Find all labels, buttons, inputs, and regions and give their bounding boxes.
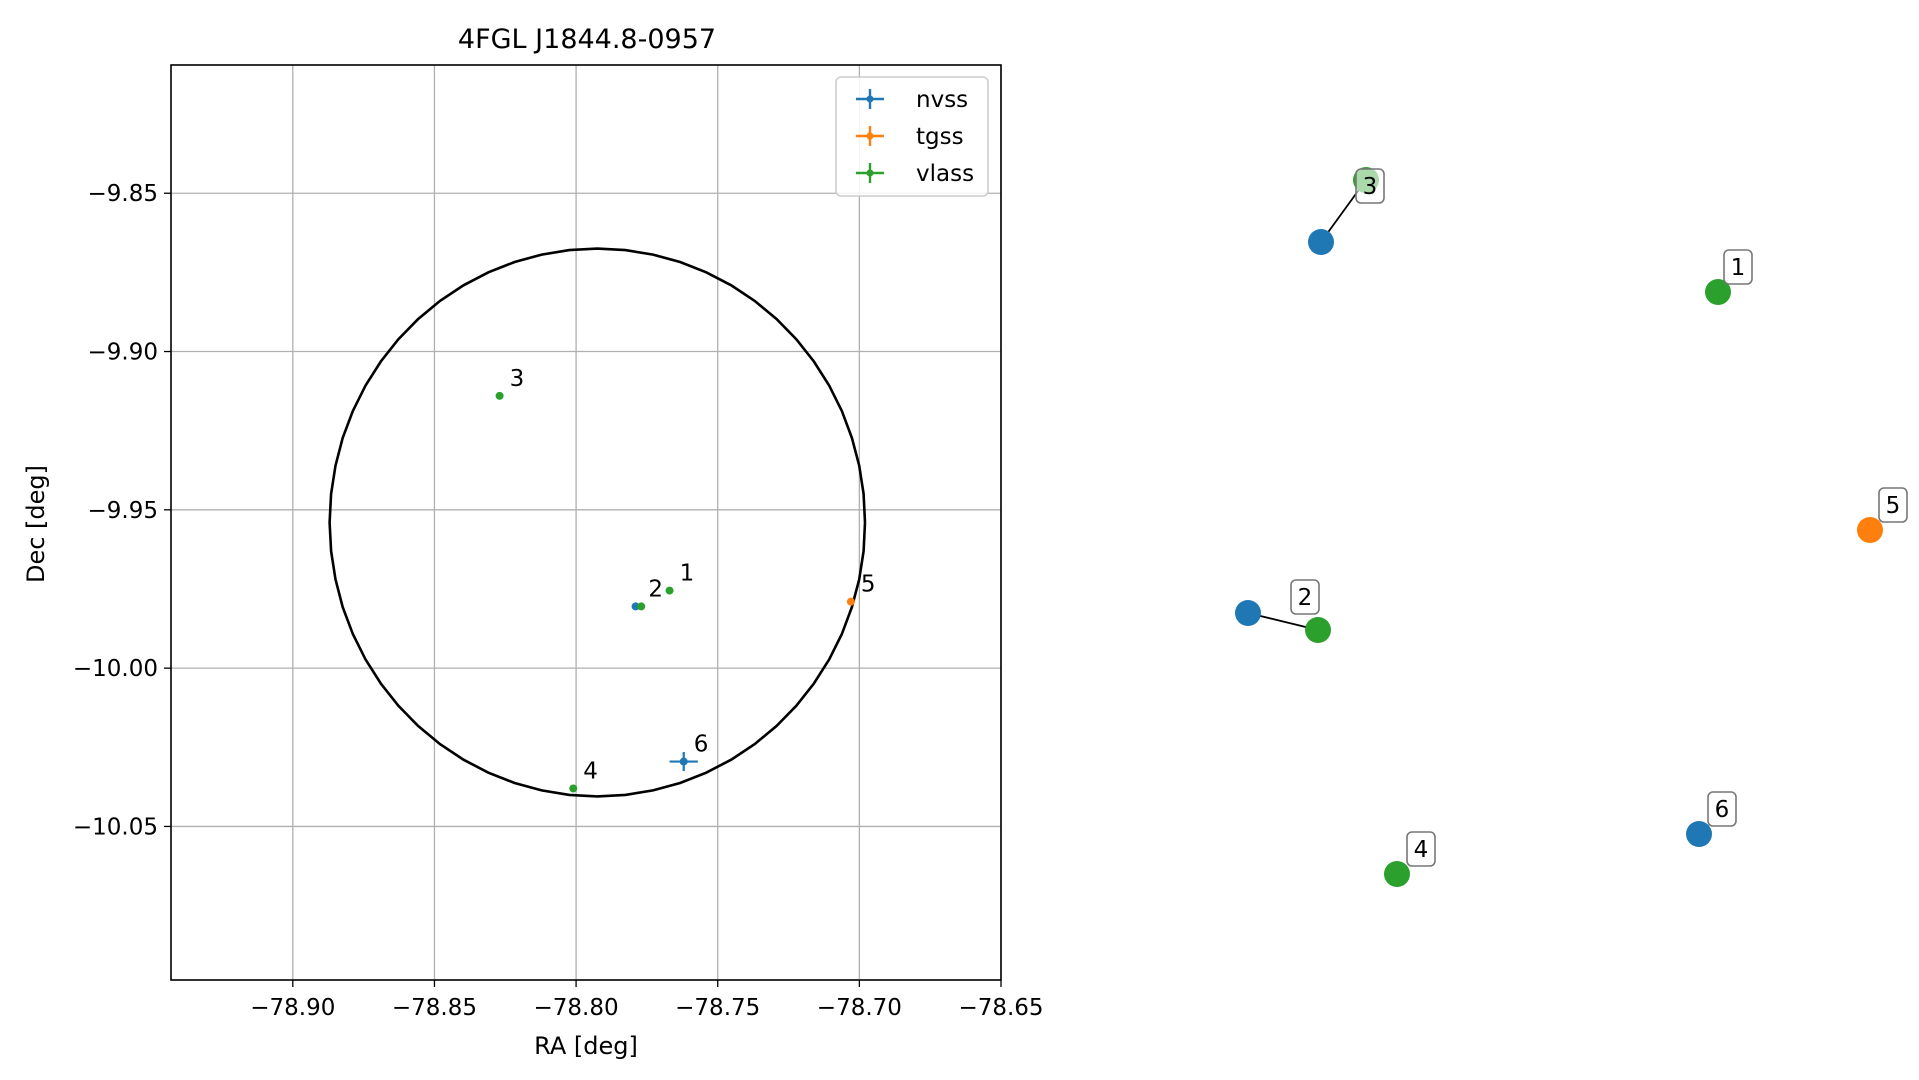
cluster-source-5: 5 xyxy=(1857,487,1908,543)
legend-marker-dot xyxy=(866,95,874,103)
nvss-point xyxy=(669,752,698,772)
search-circle xyxy=(328,247,867,798)
nvss-marker xyxy=(1235,600,1261,626)
vlass-marker xyxy=(1384,861,1410,887)
point-marker xyxy=(637,602,646,611)
vlass-point xyxy=(495,391,504,400)
tgss-point xyxy=(846,597,855,606)
cluster-label-box xyxy=(1406,831,1436,867)
annotation-label: 6 xyxy=(694,732,709,758)
x-tick-label: −78.65 xyxy=(958,995,1043,1021)
cluster-label: 3 xyxy=(1363,174,1378,200)
gridlines xyxy=(171,65,1002,980)
legend-label: vlass xyxy=(916,161,974,187)
cluster-source-3: 3 xyxy=(1308,167,1385,255)
legend-item-vlass[interactable]: vlass xyxy=(856,161,974,187)
legend-item-tgss[interactable]: tgss xyxy=(856,124,964,150)
cluster-label: 4 xyxy=(1414,837,1429,863)
nvss-marker xyxy=(1308,229,1334,255)
legend-items: nvss tgss vlass xyxy=(856,87,974,187)
point-marker xyxy=(631,602,640,611)
nvss-marker xyxy=(1686,821,1712,847)
cluster-source-4: 4 xyxy=(1384,831,1436,887)
x-axis-ticks: −78.90 −78.85 −78.80 −78.75 −78.70 −78.65 xyxy=(250,980,1044,1021)
cluster-label: 6 xyxy=(1715,797,1730,823)
cluster-label-box xyxy=(1707,791,1737,827)
cluster-source-1: 1 xyxy=(1705,249,1753,305)
legend[interactable]: nvss tgss vlass xyxy=(835,76,989,197)
y-tick-label: −10.05 xyxy=(73,814,158,840)
vlass-point xyxy=(665,586,674,595)
legend-label: tgss xyxy=(916,124,964,150)
x-tick-label: −78.90 xyxy=(250,995,335,1021)
y-axis-ticks: −9.85 −9.90 −9.95 −10.00 −10.05 xyxy=(73,181,171,840)
annotation-label: 4 xyxy=(583,758,598,784)
point-marker xyxy=(495,391,504,400)
cluster-source-6: 6 xyxy=(1686,791,1737,847)
x-tick-label: −78.75 xyxy=(675,995,760,1021)
cluster-label: 2 xyxy=(1298,585,1313,611)
vlass-marker xyxy=(1305,617,1331,643)
cluster-source-2: 2 xyxy=(1235,579,1331,643)
annotation-label: 3 xyxy=(510,366,525,392)
cluster-label-box xyxy=(1723,249,1753,285)
y-tick-label: −9.95 xyxy=(88,498,158,524)
annotation-label: 2 xyxy=(648,576,663,602)
circle-layer xyxy=(328,247,867,798)
y-tick-label: −9.90 xyxy=(88,340,158,366)
cluster-label: 1 xyxy=(1731,255,1746,281)
point-marker xyxy=(665,586,674,595)
legend-frame xyxy=(835,76,989,197)
x-tick-label: −78.85 xyxy=(392,995,477,1021)
y-tick-label: −10.00 xyxy=(73,656,158,682)
point-marker xyxy=(679,757,688,766)
x-tick-label: −78.70 xyxy=(817,995,902,1021)
cluster-label-box xyxy=(1878,487,1908,523)
cluster-label-box xyxy=(1290,579,1320,615)
point-marker xyxy=(846,597,855,606)
vlass-point xyxy=(569,784,578,793)
cluster-label: 5 xyxy=(1886,493,1901,519)
point-annotations: 12 3 4 5 6 xyxy=(510,366,876,785)
legend-marker-dot xyxy=(866,169,874,177)
annotation-label: 1 xyxy=(680,561,695,587)
annotation-label: 5 xyxy=(861,572,876,598)
legend-item-nvss[interactable]: nvss xyxy=(856,87,968,113)
vlass-marker xyxy=(1705,279,1731,305)
x-axis-label: RA [deg] xyxy=(534,1032,638,1060)
data-points xyxy=(495,391,855,793)
tgss-marker xyxy=(1857,517,1883,543)
y-axis-label: Dec [deg] xyxy=(22,465,50,583)
point-marker xyxy=(569,784,578,793)
vlass-point xyxy=(637,602,646,611)
cluster-label-box xyxy=(1355,168,1385,204)
legend-marker-dot xyxy=(866,132,874,140)
chart-title: 4FGL J1844.8-0957 xyxy=(458,24,716,55)
legend-label: nvss xyxy=(916,87,968,113)
x-tick-label: −78.80 xyxy=(534,995,619,1021)
y-tick-label: −9.85 xyxy=(88,181,158,207)
source-cluster-diagram: 1 2 3 4 5 6 xyxy=(1235,167,1908,887)
plot-frame xyxy=(170,64,1002,981)
